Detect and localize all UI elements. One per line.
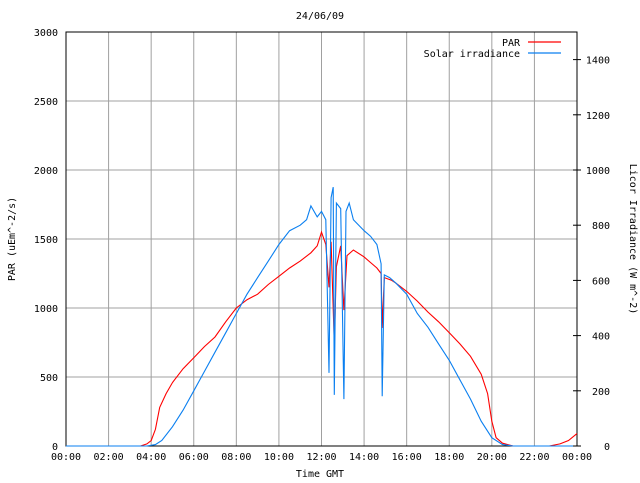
y2-tick-label: 800 <box>592 221 610 232</box>
plot-frame <box>65 31 578 447</box>
x-tick-label: 00:00 <box>562 452 592 463</box>
series-layer <box>66 186 578 447</box>
legend-label-par: PAR <box>502 38 521 49</box>
tick-labels: 00:00 02:00 04:00 06:00 08:00 10:00 12:00 14:00… <box>34 28 610 463</box>
x-axis-label: Time GMT <box>296 469 344 480</box>
chart-title: 24/06/09 <box>296 11 344 22</box>
x-tick-label: 18:00 <box>434 452 464 463</box>
legend: PAR Solar irradiance <box>424 38 561 60</box>
y-tick-label: 500 <box>40 373 58 384</box>
y2-tick-label: 1000 <box>586 166 610 177</box>
x-tick-label: 00:00 <box>51 452 81 463</box>
y-tick-label: 1000 <box>34 304 58 315</box>
y2-tick-label: 200 <box>592 387 610 398</box>
y-tick-label: 1500 <box>34 235 58 246</box>
series-line-solar-irradiance <box>66 186 577 447</box>
series-line-par <box>66 230 578 447</box>
legend-label-solar: Solar irradiance <box>424 49 520 60</box>
grid <box>66 32 577 446</box>
x-tick-label: 06:00 <box>179 452 209 463</box>
y-tick-label: 2500 <box>34 97 58 108</box>
y-tick-label: 0 <box>52 442 58 453</box>
x-tick-label: 16:00 <box>392 452 422 463</box>
x-tick-label: 20:00 <box>477 452 507 463</box>
x-tick-label: 10:00 <box>264 452 294 463</box>
x-tick-label: 14:00 <box>349 452 379 463</box>
x-tick-label: 04:00 <box>136 452 166 463</box>
y2-tick-label: 1200 <box>586 111 610 122</box>
x-tick-label: 22:00 <box>519 452 549 463</box>
y-axis-label: PAR (uEm^-2/s) <box>7 197 18 281</box>
y2-tick-label: 1400 <box>586 56 610 67</box>
y2-axis-label: Licor Irradiance (W m^-2) <box>627 164 638 315</box>
y-tick-label: 3000 <box>34 28 58 39</box>
x-tick-label: 02:00 <box>94 452 124 463</box>
y2-tick-label: 0 <box>604 442 610 453</box>
y2-tick-label: 400 <box>592 332 610 343</box>
y-tick-label: 2000 <box>34 166 58 177</box>
x-tick-label: 12:00 <box>306 452 336 463</box>
y2-tick-label: 600 <box>592 276 610 287</box>
x-tick-label: 08:00 <box>221 452 251 463</box>
